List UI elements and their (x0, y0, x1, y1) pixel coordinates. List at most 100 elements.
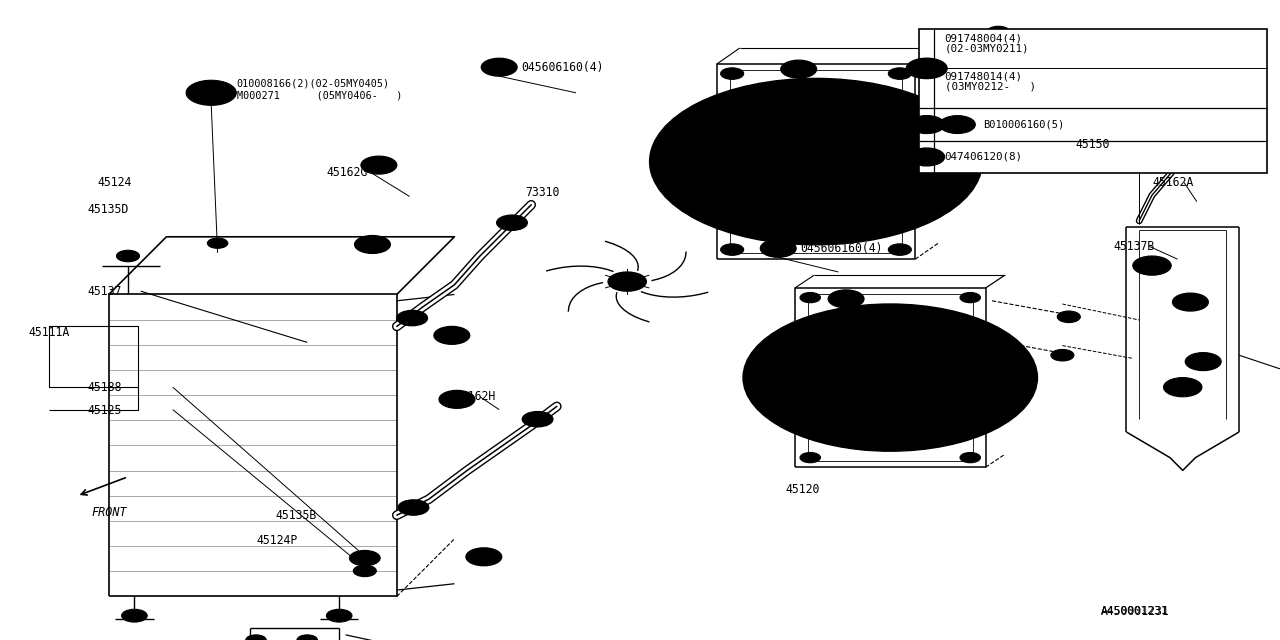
Text: 45162G: 45162G (326, 166, 367, 179)
Circle shape (1057, 311, 1080, 323)
Circle shape (1139, 259, 1165, 272)
Text: B: B (207, 88, 215, 98)
Circle shape (800, 292, 820, 303)
Circle shape (497, 215, 527, 230)
Circle shape (122, 609, 147, 622)
Text: 45124P: 45124P (256, 534, 297, 547)
Circle shape (721, 68, 744, 79)
Text: 3: 3 (923, 152, 931, 162)
Text: 045606160(4): 045606160(4) (800, 242, 882, 255)
Text: S: S (774, 243, 782, 253)
Text: 3: 3 (480, 552, 488, 562)
Circle shape (398, 500, 429, 515)
Text: 1: 1 (453, 394, 461, 404)
Circle shape (246, 635, 266, 640)
Text: 45150: 45150 (1075, 138, 1110, 150)
Text: 1: 1 (923, 62, 931, 75)
Text: 45162A: 45162A (1152, 176, 1193, 189)
Circle shape (207, 238, 228, 248)
Circle shape (888, 244, 911, 255)
Text: 45135B: 45135B (275, 509, 316, 522)
Text: 2: 2 (1187, 297, 1194, 307)
Circle shape (522, 412, 553, 427)
Text: 091748014(4): 091748014(4) (945, 71, 1023, 81)
Text: 045606160(4): 045606160(4) (521, 61, 603, 74)
Circle shape (439, 390, 475, 408)
Circle shape (353, 565, 376, 577)
Text: 45137: 45137 (87, 285, 122, 298)
Text: 73313: 73313 (762, 208, 796, 221)
Circle shape (1170, 381, 1196, 394)
Circle shape (960, 452, 980, 463)
Circle shape (909, 116, 945, 134)
Text: 45135D: 45135D (87, 204, 128, 216)
Text: 45124: 45124 (97, 176, 132, 189)
Circle shape (945, 118, 970, 131)
Circle shape (116, 250, 140, 262)
Text: S: S (495, 62, 503, 72)
Circle shape (608, 272, 646, 291)
Circle shape (361, 156, 397, 174)
Text: (03MY0212-   ): (03MY0212- ) (945, 82, 1036, 92)
Circle shape (888, 68, 911, 79)
Text: 010008166(2)(02-05MY0405): 010008166(2)(02-05MY0405) (237, 78, 390, 88)
Text: (02-03MY0211): (02-03MY0211) (945, 44, 1029, 54)
Text: 1: 1 (369, 239, 376, 250)
Text: 2: 2 (1199, 356, 1207, 367)
Circle shape (326, 609, 352, 622)
Circle shape (846, 355, 934, 400)
Circle shape (1164, 378, 1202, 397)
Text: 1: 1 (375, 160, 383, 170)
Circle shape (721, 244, 744, 255)
Text: 45122: 45122 (896, 378, 931, 390)
Circle shape (758, 132, 874, 190)
Circle shape (186, 80, 237, 106)
Text: 45137B: 45137B (1114, 240, 1155, 253)
Text: 45120: 45120 (786, 483, 820, 496)
Text: 1: 1 (448, 330, 456, 340)
Circle shape (800, 452, 820, 463)
Circle shape (909, 148, 945, 166)
Circle shape (940, 116, 975, 134)
Bar (919, 29, 1267, 173)
Circle shape (987, 26, 1010, 38)
Circle shape (1051, 349, 1074, 361)
Text: 2: 2 (795, 64, 803, 74)
Text: 45111A: 45111A (28, 326, 69, 339)
Circle shape (297, 635, 317, 640)
Circle shape (781, 60, 817, 78)
Text: 45125: 45125 (87, 404, 122, 417)
Text: FRONT: FRONT (91, 506, 127, 518)
Text: B: B (955, 120, 960, 129)
Circle shape (355, 236, 390, 253)
Circle shape (434, 326, 470, 344)
Circle shape (1172, 293, 1208, 311)
Text: 45188: 45188 (87, 381, 122, 394)
Circle shape (650, 78, 983, 244)
Circle shape (349, 550, 380, 566)
Circle shape (621, 278, 634, 285)
Circle shape (974, 52, 997, 63)
Text: 45162H: 45162H (454, 390, 495, 403)
Circle shape (193, 84, 229, 102)
Text: B010006160(5): B010006160(5) (983, 120, 1064, 129)
Circle shape (960, 292, 980, 303)
Circle shape (397, 310, 428, 326)
Text: A450001231: A450001231 (1101, 606, 1169, 616)
Text: 2: 2 (842, 294, 850, 304)
Text: M000271      (05MY0406-   ): M000271 (05MY0406- ) (237, 91, 402, 101)
Circle shape (1133, 256, 1171, 275)
Circle shape (742, 304, 1038, 451)
Circle shape (790, 328, 991, 428)
Text: A450001231: A450001231 (1101, 605, 1170, 618)
Circle shape (355, 553, 375, 563)
Text: 73310: 73310 (525, 186, 559, 198)
Circle shape (466, 548, 502, 566)
Circle shape (760, 239, 796, 257)
Text: 2: 2 (923, 120, 931, 129)
Text: 047406120(8): 047406120(8) (945, 152, 1023, 162)
Circle shape (696, 102, 936, 221)
Text: 091748004(4): 091748004(4) (945, 33, 1023, 44)
Circle shape (1185, 353, 1221, 371)
Circle shape (906, 58, 947, 79)
